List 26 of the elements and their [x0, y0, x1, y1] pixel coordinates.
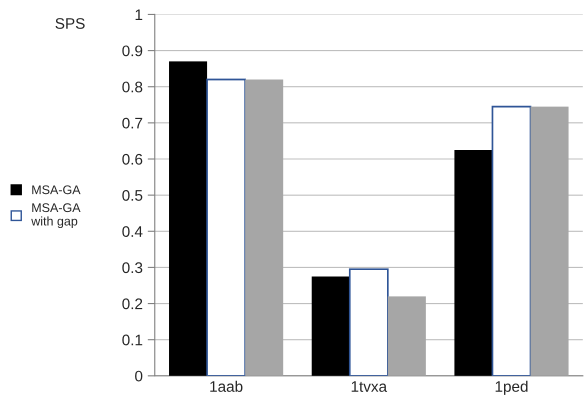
y-tick-label: 1 [136, 9, 142, 20]
bar [454, 150, 492, 376]
x-tick-label: 1aab [210, 380, 242, 392]
y-tick-label: 0.5 [122, 190, 142, 201]
y-tick-label: 0.1 [122, 334, 142, 346]
bar [492, 106, 532, 376]
bar [530, 106, 569, 376]
bar [312, 276, 350, 376]
y-axis-title: SPS [55, 18, 85, 29]
y-tick-label: 0.7 [122, 118, 142, 129]
x-tick-label: 1tvxa [352, 381, 388, 392]
legend-label: MSA-GA with gap [31, 203, 81, 228]
y-tick-label: 0 [135, 370, 142, 382]
y-tick-label: 0.8 [122, 82, 142, 92]
y-tick-label: 0.4 [122, 226, 143, 237]
bar [348, 268, 389, 376]
bar [169, 61, 208, 376]
bar [388, 296, 426, 376]
bar [245, 80, 284, 376]
y-tick-label: 0.2 [122, 298, 142, 310]
y-tick-label: 0.9 [122, 45, 142, 56]
y-tick-label: 0.3 [122, 262, 142, 274]
bar [206, 78, 246, 376]
x-tick-label: 1ped [496, 380, 528, 395]
legend-label: MSA-GA [32, 185, 81, 194]
y-tick-label: 0.6 [122, 154, 142, 165]
